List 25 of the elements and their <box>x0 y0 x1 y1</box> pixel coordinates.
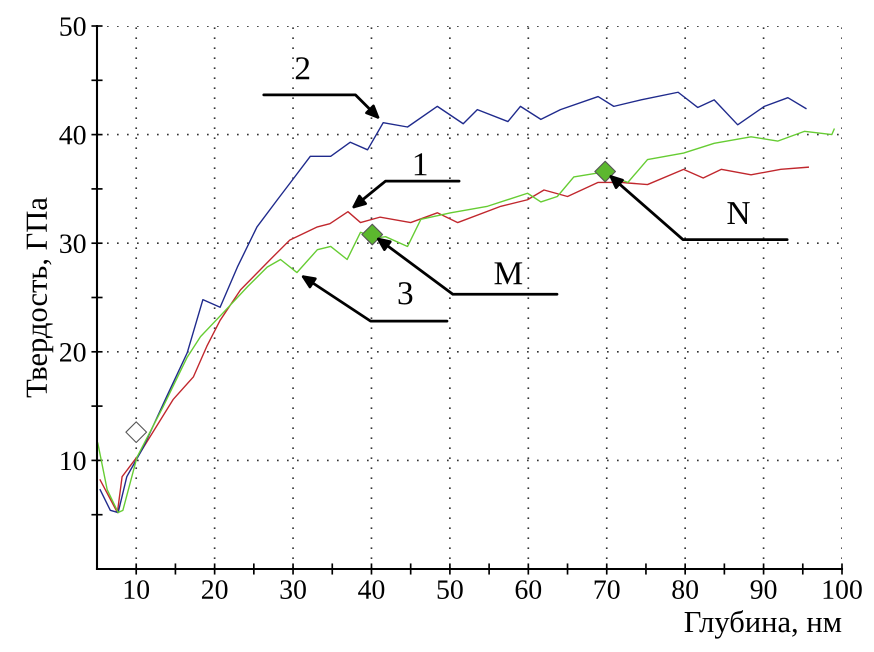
point <box>361 224 384 246</box>
y-tick-label: 30 <box>60 234 86 254</box>
annotation: 2 <box>296 57 310 80</box>
y-axis-title: Твердость, ГПа <box>26 198 54 398</box>
y-tick-label: 40 <box>59 126 86 145</box>
x-tick-label: 90 <box>750 580 776 599</box>
x-tick-label: 70 <box>594 580 620 599</box>
point <box>125 421 148 444</box>
y-tick-label: 10 <box>61 452 86 470</box>
x-tick-label: 10 <box>124 580 150 599</box>
annotation: M <box>494 262 522 284</box>
x-axis-title: Глубина, нм <box>684 610 842 639</box>
x-tick-label: 50 <box>438 580 463 599</box>
annotation: 1 <box>414 153 427 176</box>
point <box>594 160 616 182</box>
x-tick-label: 60 <box>516 580 542 599</box>
annotation: 3 <box>398 282 412 304</box>
x-tick-label: 40 <box>358 580 384 599</box>
y-tick-label: 50 <box>60 17 86 36</box>
y-tick-label: 20 <box>60 342 86 362</box>
x-tick-label: 20 <box>202 580 228 599</box>
x-tick-label: 100 <box>824 580 862 599</box>
x-tick-label: 80 <box>672 580 698 599</box>
x-tick-label: 30 <box>280 580 306 599</box>
annotation: N <box>727 202 750 224</box>
